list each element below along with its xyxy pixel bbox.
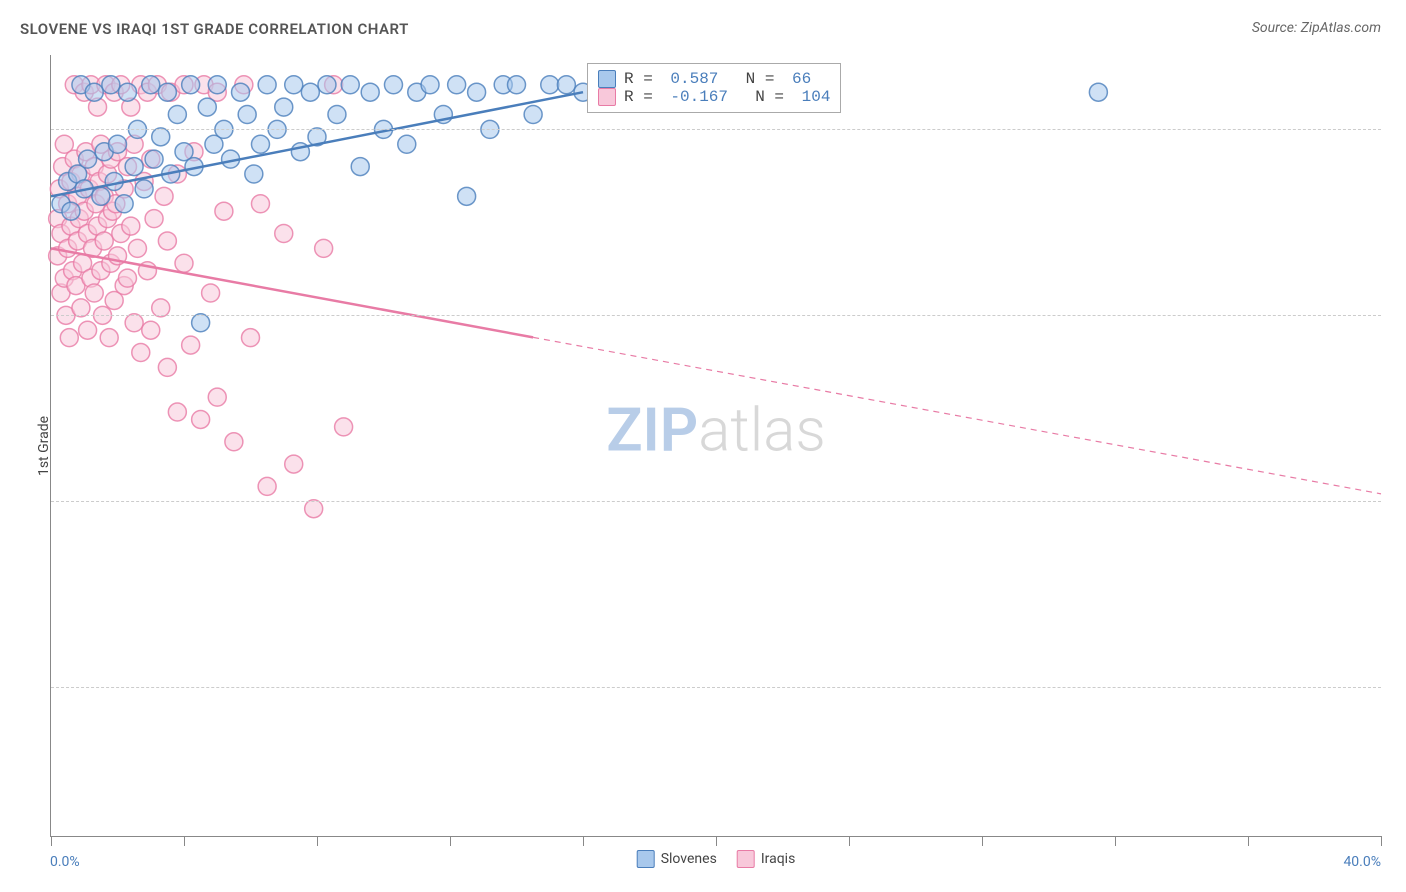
chart-title: SLOVENE VS IRAQI 1ST GRADE CORRELATION C… [20,20,409,38]
legend: Slovenes Iraqis [637,850,796,868]
legend-item-iraqis: Iraqis [737,850,795,868]
swatch-iraqis [737,850,755,868]
n-value-slovenes: 66 [792,70,811,88]
swatch-slovenes [637,850,655,868]
chart-plot-area: ZIPatlas R = 0.587 N = 66 R = -0.167 N =… [50,55,1381,837]
r-value-iraqis: -0.167 [670,88,728,106]
x-axis-min-label: 0.0% [50,854,80,870]
y-tick-label: 100.0% [1391,121,1406,137]
n-value-iraqis: 104 [802,88,831,106]
y-tick-label: 92.5% [1391,679,1406,695]
y-tick-label: 97.5% [1391,307,1406,323]
source-attribution: Source: ZipAtlas.com [1252,20,1381,36]
swatch-slovenes [598,70,616,88]
y-tick-label: 95.0% [1391,493,1406,509]
swatch-iraqis [598,88,616,106]
plot-svg [51,55,1381,836]
stats-row-iraqis: R = -0.167 N = 104 [598,88,830,106]
legend-item-slovenes: Slovenes [637,850,717,868]
stats-row-slovenes: R = 0.587 N = 66 [598,70,830,88]
legend-label-iraqis: Iraqis [761,851,795,867]
x-axis-max-label: 40.0% [1343,854,1381,870]
correlation-stats-box: R = 0.587 N = 66 R = -0.167 N = 104 [587,63,841,113]
r-value-slovenes: 0.587 [670,70,718,88]
legend-label-slovenes: Slovenes [661,851,717,867]
